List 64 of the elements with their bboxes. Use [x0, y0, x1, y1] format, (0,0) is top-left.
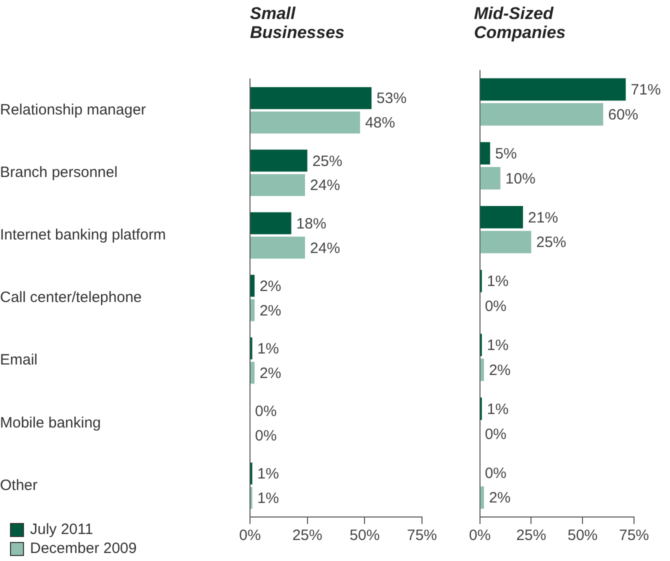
bar [250, 362, 255, 384]
data-label: 18% [296, 215, 326, 232]
data-label: 2% [260, 302, 282, 320]
bar [480, 358, 484, 382]
x-tick-label: 50% [350, 527, 380, 544]
data-label: 24% [310, 177, 340, 194]
bar [480, 230, 532, 254]
data-label: 48% [365, 114, 396, 132]
bar [250, 274, 255, 297]
data-label: 1% [257, 490, 279, 508]
y-tick-label: Call center/telephone [0, 289, 142, 306]
data-label: 5% [495, 145, 517, 162]
data-label: 21% [528, 209, 558, 226]
y-tick-label: Internet banking platform [0, 226, 166, 244]
data-label: 71% [630, 82, 661, 99]
x-tick-label: 25% [292, 527, 322, 544]
data-label: 1% [486, 400, 509, 418]
bar [250, 112, 360, 134]
y-tick-label: Mobile banking [0, 414, 101, 432]
data-label: 0% [255, 427, 277, 444]
data-label: 0% [484, 298, 507, 316]
x-tick-label: 25% [516, 527, 546, 544]
y-tick-label: Relationship manager [0, 101, 146, 118]
bar [480, 486, 484, 509]
bar [250, 150, 308, 172]
y-tick-label: Other [0, 476, 38, 494]
bar [250, 174, 306, 196]
data-label: 1% [486, 337, 509, 354]
bar [480, 206, 524, 228]
x-tick-label: 50% [568, 527, 598, 544]
data-label: 25% [312, 152, 342, 170]
bar [480, 78, 626, 101]
y-tick-label: Email [0, 352, 38, 369]
data-label: 2% [260, 278, 282, 295]
data-label: 60% [608, 106, 638, 124]
x-tick-label: 0% [468, 527, 491, 544]
data-label: 1% [257, 466, 279, 483]
data-label: 2% [260, 364, 282, 382]
data-label: 0% [484, 464, 507, 482]
data-label: 25% [536, 234, 566, 252]
data-label: 1% [257, 340, 279, 358]
data-label: 2% [488, 362, 511, 379]
data-label: 0% [255, 403, 277, 420]
data-label: 1% [486, 273, 509, 290]
data-label: 24% [310, 240, 340, 257]
chart-title: Small Businesses [250, 4, 346, 42]
bar [250, 299, 255, 322]
bar [250, 212, 292, 234]
chart-title: Mid-Sized Companies [474, 4, 567, 42]
data-label: 2% [488, 490, 511, 507]
bar [480, 103, 604, 126]
bar [480, 142, 490, 165]
x-tick-label: 75% [406, 527, 438, 544]
bar [250, 87, 372, 110]
y-tick-label: Branch personnel [0, 164, 118, 181]
bar [480, 167, 500, 190]
data-label: 53% [376, 90, 407, 108]
data-label: 0% [484, 426, 507, 443]
data-label: 10% [505, 170, 536, 188]
legend-label: July 2011 [30, 521, 94, 538]
x-tick-label: 0% [239, 527, 261, 544]
x-tick-label: 75% [618, 527, 650, 544]
legend-label: December 2009 [30, 540, 137, 557]
bar [250, 236, 306, 259]
